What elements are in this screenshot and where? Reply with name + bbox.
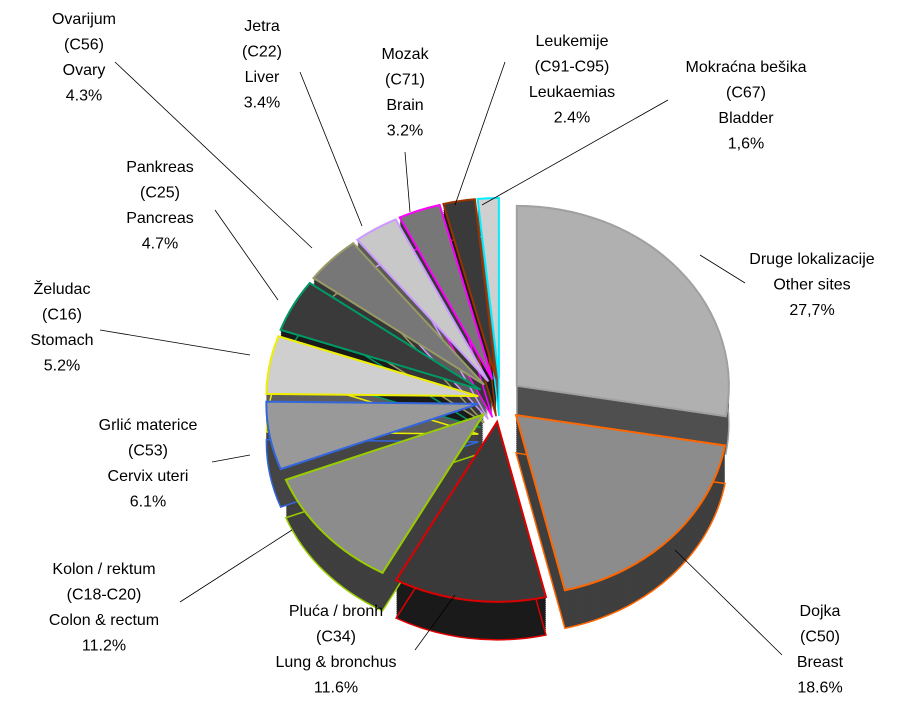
value-label: 3.4% (244, 95, 280, 112)
leader-line (454, 61, 506, 206)
leader-line (99, 329, 251, 356)
slice-label: Dojka (800, 603, 841, 620)
slice-label: Pankreas (126, 159, 194, 176)
value-label: 27,7% (789, 302, 834, 319)
slice-label: Želudac (34, 279, 91, 298)
leader-line (674, 549, 783, 656)
value-label: 4.3% (66, 88, 102, 105)
slice-label: Druge lokalizacije (749, 251, 874, 268)
slice-label: Pancreas (126, 210, 194, 227)
leader-line (114, 61, 313, 249)
slice-label: Ovarijum (52, 11, 116, 28)
leader-line (211, 454, 251, 463)
value-label: 5.2% (44, 358, 80, 375)
slice-label: Jetra (244, 18, 280, 35)
slice-label: Other sites (773, 277, 850, 294)
slice-label: Pluća / bronh (289, 603, 383, 620)
slice (265, 335, 479, 398)
slice (442, 198, 498, 379)
slice-label: Kolon / rektum (52, 561, 155, 578)
leader-line (414, 594, 456, 651)
leader-line (699, 254, 746, 284)
slice-label: (C56) (64, 37, 104, 54)
slice-label: Mokraćna bešika (686, 59, 807, 76)
value-label: 11.2% (82, 638, 126, 655)
slice-label: Brain (386, 97, 423, 114)
leader-line (299, 71, 363, 227)
slice (265, 400, 479, 471)
leader-line (214, 209, 279, 301)
value-label: 4.7% (142, 236, 178, 253)
leader-line (404, 151, 411, 213)
slice-label: Ovary (63, 62, 106, 79)
slice (398, 203, 494, 380)
slice-label: (C22) (242, 44, 282, 61)
slice (279, 281, 482, 391)
value-label: 1,6% (728, 136, 764, 153)
slice (355, 218, 490, 383)
slice-label: (C91-C95) (535, 59, 610, 76)
slice-label: Liver (245, 69, 280, 86)
slice (394, 419, 548, 603)
value-label: 3.2% (387, 123, 423, 140)
slice-label: Cervix uteri (108, 468, 189, 485)
slice (515, 204, 730, 418)
value-label: 11.6% (314, 680, 358, 697)
slice-side-edge (265, 438, 479, 509)
slice-label: Colon & rectum (49, 612, 159, 629)
slice (311, 241, 485, 386)
slice-label: (C67) (726, 85, 766, 102)
slice-label: (C18-C20) (67, 587, 142, 604)
slice-label: Mozak (381, 46, 429, 63)
value-label: 2.4% (554, 110, 590, 127)
slice-label: Stomach (30, 332, 93, 349)
slice-side-edge (284, 451, 486, 612)
slice-label: Grlić materice (99, 417, 198, 434)
slice-tops (265, 197, 730, 603)
slice-label: Bladder (718, 110, 774, 127)
value-label: 6.1% (130, 494, 166, 511)
slice (514, 413, 727, 592)
slice-label: (C50) (800, 629, 840, 646)
slice-label: (C71) (385, 72, 425, 89)
slice-label: (C34) (316, 629, 356, 646)
slice-label: Lung & bronchus (276, 654, 397, 671)
slice (476, 197, 500, 379)
slice-label: Leukaemias (529, 84, 615, 101)
leader-line (481, 99, 669, 206)
slice-label: (C53) (128, 443, 168, 460)
slice-side-edge (395, 457, 547, 641)
slice-label: (C25) (140, 185, 180, 202)
slice-side-edge (515, 452, 726, 630)
slice-label: Breast (797, 654, 844, 671)
slice-label: Leukemije (536, 33, 609, 50)
leader-line (179, 529, 293, 603)
slice (284, 412, 486, 575)
value-label: 18.6% (797, 680, 842, 697)
slice-label: (C16) (42, 307, 82, 324)
